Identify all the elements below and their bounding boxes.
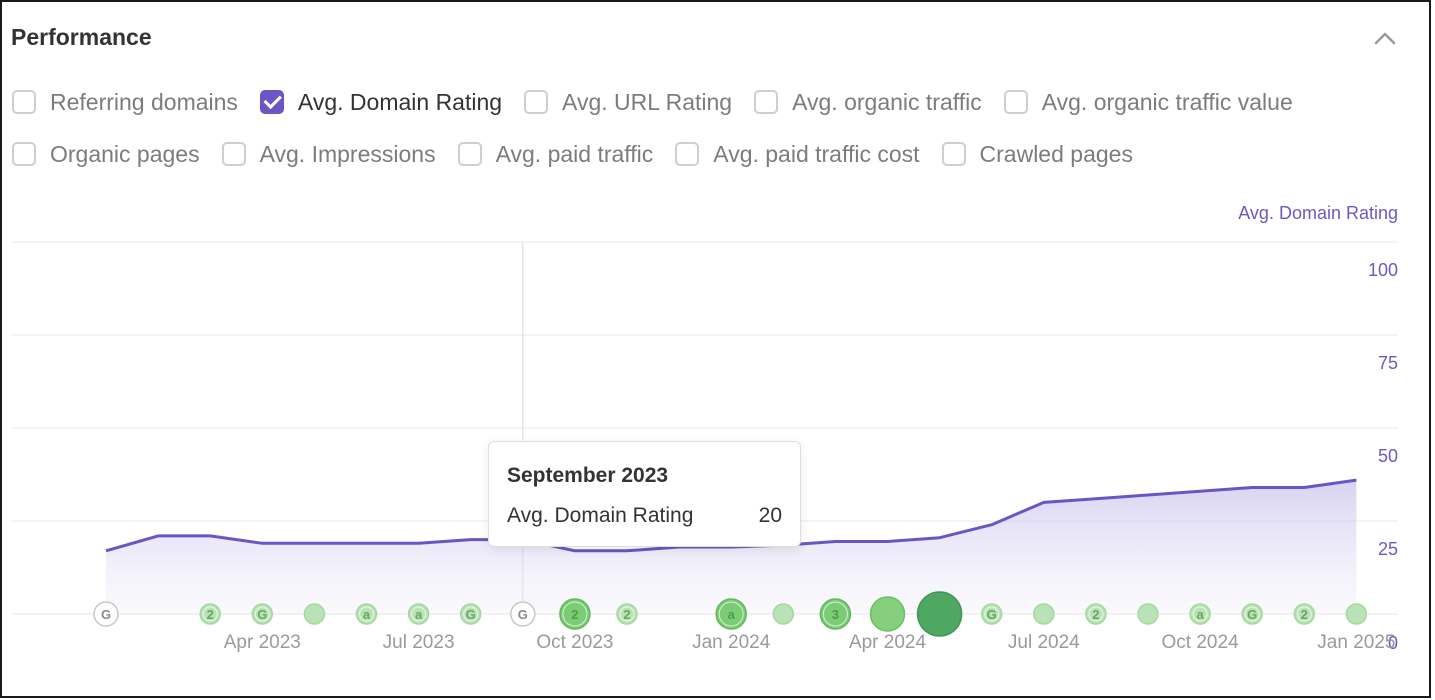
- filter-label: Avg. URL Rating: [562, 88, 733, 115]
- filter-avg-organic-traffic-value[interactable]: Avg. organic traffic value: [1003, 88, 1293, 116]
- filter-label: Avg. paid traffic cost: [713, 140, 920, 167]
- y-tick-label: 0: [1388, 633, 1398, 653]
- event-marker[interactable]: [1137, 603, 1159, 625]
- checkbox-icon[interactable]: [754, 90, 779, 114]
- checkbox-icon[interactable]: [524, 90, 549, 114]
- y-axis-title: Avg. Domain Rating: [1238, 203, 1398, 223]
- event-marker[interactable]: a: [355, 603, 378, 625]
- event-marker-label: G: [466, 607, 476, 622]
- tooltip-metric-label: Avg. Domain Rating: [507, 504, 694, 527]
- checkbox-icon[interactable]: [221, 142, 246, 166]
- y-tick-label: 75: [1378, 353, 1398, 373]
- filter-avg-organic-traffic[interactable]: Avg. organic traffic: [754, 89, 982, 116]
- checkbox-icon[interactable]: [1003, 90, 1028, 114]
- event-marker-label: a: [1196, 607, 1204, 622]
- event-marker-label: 2: [207, 607, 214, 622]
- checkbox-icon[interactable]: [457, 142, 482, 166]
- x-tick-label: Jul 2024: [1008, 632, 1080, 653]
- event-marker[interactable]: G: [251, 603, 274, 625]
- filter-label: Organic pages: [50, 140, 200, 167]
- filter-referring-domains[interactable]: Referring domains: [12, 89, 238, 116]
- event-marker[interactable]: 3: [819, 598, 852, 630]
- checkbox-icon[interactable]: [12, 142, 36, 166]
- tooltip-metric-value: 20: [758, 504, 782, 527]
- event-marker[interactable]: [1345, 603, 1368, 625]
- google-update-marker[interactable]: G: [93, 601, 119, 627]
- event-marker[interactable]: [1033, 603, 1055, 625]
- collapse-chevron-up-icon[interactable]: [1370, 24, 1400, 54]
- event-marker[interactable]: G: [1241, 603, 1263, 625]
- y-tick-label: 50: [1378, 446, 1398, 466]
- event-marker-label: 2: [1092, 607, 1099, 622]
- event-marker[interactable]: [916, 591, 963, 637]
- tooltip-title: September 2023: [507, 464, 669, 487]
- metric-filters: Referring domains Avg. Domain Rating Avg. …: [12, 82, 1432, 186]
- series-line-avg-domain-rating: [105, 478, 1357, 553]
- x-tick-label: Jul 2023: [383, 632, 455, 653]
- filter-label: Avg. organic traffic: [792, 88, 982, 115]
- filter-label: Referring domains: [50, 88, 238, 115]
- filter-avg-impressions[interactable]: Avg. Impressions: [221, 140, 436, 168]
- google-update-marker[interactable]: G: [510, 601, 536, 627]
- event-marker[interactable]: G: [459, 603, 482, 625]
- checkbox-checked-icon[interactable]: [259, 90, 284, 114]
- event-marker[interactable]: 2: [1085, 603, 1107, 625]
- y-tick-label: 25: [1378, 539, 1398, 559]
- panel-title: Performance: [11, 24, 152, 50]
- chart-tooltip: September 2023 Avg. Domain Rating 20: [488, 441, 801, 547]
- x-tick-label: Oct 2023: [536, 632, 613, 653]
- filter-row-2: Organic pages Avg. Impressions Avg. paid t…: [12, 134, 1432, 174]
- event-marker-label: 2: [571, 607, 578, 622]
- filter-label: Avg. Domain Rating: [297, 88, 503, 115]
- checkbox-icon[interactable]: [12, 90, 36, 114]
- event-marker-label: a: [728, 607, 736, 622]
- filter-avg-paid-traffic[interactable]: Avg. paid traffic: [457, 140, 654, 168]
- filter-avg-url-rating[interactable]: Avg. URL Rating: [524, 89, 732, 116]
- event-marker-label: 2: [623, 607, 630, 622]
- x-tick-label: Apr 2023: [224, 632, 301, 653]
- event-marker[interactable]: 2: [1293, 603, 1316, 625]
- checkbox-icon[interactable]: [941, 142, 966, 166]
- event-marker-label: a: [363, 607, 371, 622]
- event-marker-label: G: [257, 607, 267, 622]
- event-marker[interactable]: [869, 596, 906, 632]
- event-marker-label: G: [101, 607, 111, 622]
- y-tick-label: 100: [1368, 260, 1398, 280]
- event-marker[interactable]: a: [715, 598, 747, 630]
- event-marker[interactable]: 2: [199, 603, 221, 625]
- event-marker-label: a: [415, 607, 423, 622]
- x-tick-label: Apr 2024: [849, 632, 927, 653]
- filter-avg-domain-rating[interactable]: Avg. Domain Rating: [259, 88, 503, 116]
- event-marker[interactable]: a: [407, 603, 430, 625]
- filter-label: Avg. organic traffic value: [1041, 88, 1293, 115]
- event-marker[interactable]: 2: [616, 603, 638, 625]
- filter-label: Avg. Impressions: [259, 140, 436, 167]
- filter-label: Crawled pages: [979, 140, 1133, 167]
- event-marker[interactable]: G: [980, 603, 1003, 625]
- event-marker[interactable]: [303, 603, 326, 625]
- event-marker[interactable]: [772, 603, 795, 625]
- event-marker[interactable]: 2: [559, 598, 591, 630]
- x-tick-label: Oct 2024: [1162, 632, 1240, 653]
- event-marker-label: 3: [832, 607, 839, 622]
- filter-avg-paid-traffic-cost[interactable]: Avg. paid traffic cost: [675, 140, 920, 168]
- filter-row-1: Referring domains Avg. Domain Rating Avg. …: [12, 82, 1432, 122]
- event-marker-label: G: [518, 607, 528, 622]
- event-marker-label: 2: [1301, 607, 1308, 622]
- event-marker-label: G: [987, 607, 997, 622]
- event-marker-label: G: [1247, 607, 1257, 622]
- filter-label: Avg. paid traffic: [495, 140, 654, 167]
- x-tick-label: Jan 2025: [1317, 632, 1395, 653]
- x-tick-label: Jan 2024: [692, 632, 771, 653]
- checkbox-icon[interactable]: [675, 142, 700, 166]
- filter-crawled-pages[interactable]: Crawled pages: [941, 140, 1133, 168]
- event-marker[interactable]: a: [1189, 603, 1211, 625]
- filter-organic-pages[interactable]: Organic pages: [12, 141, 200, 168]
